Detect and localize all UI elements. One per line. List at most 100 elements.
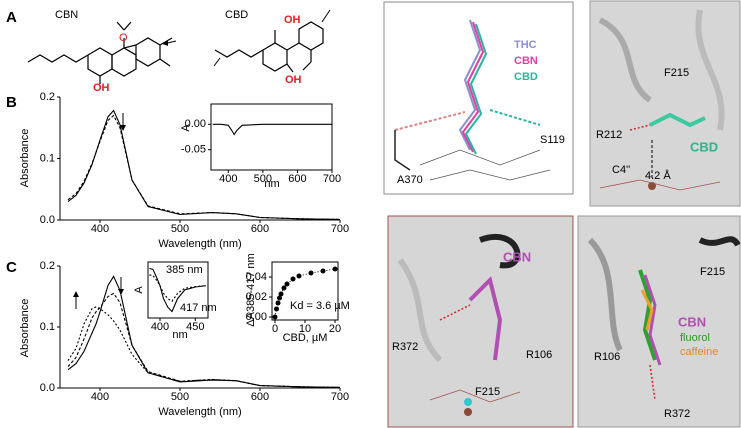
protein-render xyxy=(587,236,741,401)
x-tick-label: 10 xyxy=(299,323,311,335)
image-label: A370 xyxy=(397,174,423,186)
arrow-head xyxy=(163,40,168,46)
spectrum-line xyxy=(149,267,206,313)
x-tick-label: 700 xyxy=(331,391,349,403)
arrow xyxy=(321,9,331,23)
image-label: CBN xyxy=(503,249,531,264)
arrow-head xyxy=(73,291,79,297)
atom-label: OH xyxy=(93,82,110,94)
x-tick-label: 600 xyxy=(251,223,269,235)
annotation: 417 nm xyxy=(180,302,217,314)
y-tick-label: 0.1 xyxy=(40,321,55,333)
image-label: THC xyxy=(514,39,537,51)
data-point xyxy=(272,314,278,320)
data-point xyxy=(320,268,326,274)
y-axis-label: Absorbance xyxy=(19,299,31,358)
x-tick-label: 400 xyxy=(219,173,237,185)
x-tick-label: 400 xyxy=(91,223,109,235)
image-label: F215 xyxy=(475,386,500,398)
y-tick-label: -0.05 xyxy=(181,144,206,156)
x-tick-label: 600 xyxy=(251,391,269,403)
x-tick-label: 700 xyxy=(323,173,341,185)
image-label: R212 xyxy=(596,129,622,141)
image-label: CBN xyxy=(678,314,706,329)
image-label: CBN xyxy=(514,55,538,67)
data-point xyxy=(277,295,282,301)
x-axis-label: nm xyxy=(172,329,187,341)
data-point xyxy=(278,291,284,297)
y-axis-label: A xyxy=(180,124,192,132)
annotation: 385 nm xyxy=(166,264,203,276)
image-label: CBD xyxy=(690,139,718,154)
x-tick-label: 500 xyxy=(171,391,189,403)
y-tick-label: 0.2 xyxy=(40,260,55,272)
spectrum-line xyxy=(67,114,341,220)
x-axis-label: Wavelength (nm) xyxy=(158,406,241,418)
molecule-name: CBD xyxy=(225,9,248,21)
x-tick-label: 0 xyxy=(272,323,278,335)
structure-cbn xyxy=(27,21,173,84)
arrow-head xyxy=(120,125,126,131)
plot-frame xyxy=(210,103,333,171)
structure-cbd xyxy=(214,21,324,73)
molecule-name: CBN xyxy=(55,9,78,21)
image-label: R372 xyxy=(664,408,690,420)
data-point xyxy=(281,285,287,291)
x-tick-label: 20 xyxy=(329,323,341,335)
data-point xyxy=(275,300,281,306)
x-tick-label: 400 xyxy=(91,391,109,403)
spectrum-line xyxy=(212,123,332,136)
y-tick-label: 0.02 xyxy=(246,291,267,303)
y-tick-label: 0.00 xyxy=(185,118,206,130)
y-tick-label: 0.0 xyxy=(40,214,55,226)
y-axis-label: Absorbance xyxy=(19,129,31,188)
atom-label: O xyxy=(119,32,128,44)
image-label: F215 xyxy=(664,67,689,79)
panel-label: B xyxy=(6,94,17,111)
x-axis-label: nm xyxy=(264,178,279,190)
atom-label: OH xyxy=(285,74,302,86)
spectrum-line xyxy=(67,306,341,388)
image-label: fluorol xyxy=(680,332,710,344)
x-tick-label: 450 xyxy=(186,321,204,333)
data-point xyxy=(296,273,302,279)
image-label: 4.2 Å xyxy=(645,169,671,182)
image-label: CBD xyxy=(514,71,538,83)
image-label: F215 xyxy=(700,266,725,278)
x-tick-label: 500 xyxy=(171,223,189,235)
image-label: caffeine xyxy=(680,346,718,358)
x-axis-label: Wavelength (nm) xyxy=(158,238,241,250)
data-point xyxy=(308,270,314,276)
plot-frame xyxy=(147,261,209,319)
image-label: R106 xyxy=(526,349,552,361)
data-point xyxy=(284,281,290,287)
protein-render xyxy=(397,234,521,416)
y-tick-label: 0.00 xyxy=(246,311,267,323)
image-frame xyxy=(577,215,741,428)
panel-label: A xyxy=(6,9,17,26)
y-axis-label: ΔA385-417 nm xyxy=(245,253,257,326)
x-tick-label: 600 xyxy=(288,173,306,185)
data-point xyxy=(332,266,338,272)
y-tick-label: 0.04 xyxy=(246,271,267,283)
y-tick-label: 0.2 xyxy=(40,91,55,103)
molecule-render xyxy=(394,19,551,181)
y-tick-label: 0.0 xyxy=(40,382,55,394)
image-label: C4'' xyxy=(612,164,630,176)
spectrum-line xyxy=(149,274,206,302)
atom-label: OH xyxy=(284,14,301,26)
x-tick-label: 700 xyxy=(331,223,349,235)
image-label: R106 xyxy=(594,351,620,363)
protein-render xyxy=(598,9,725,191)
y-axis-label: A xyxy=(133,286,145,294)
data-point xyxy=(274,306,279,312)
x-axis-label: CBD, µM xyxy=(283,332,328,344)
y-tick-label: 0.1 xyxy=(40,152,55,164)
x-tick-label: 400 xyxy=(151,321,169,333)
panel-label: C xyxy=(6,259,17,276)
annotation: Kd = 3.6 µM xyxy=(290,300,350,312)
data-point xyxy=(290,276,296,282)
arrow xyxy=(213,57,221,67)
x-tick-label: 500 xyxy=(254,173,272,185)
